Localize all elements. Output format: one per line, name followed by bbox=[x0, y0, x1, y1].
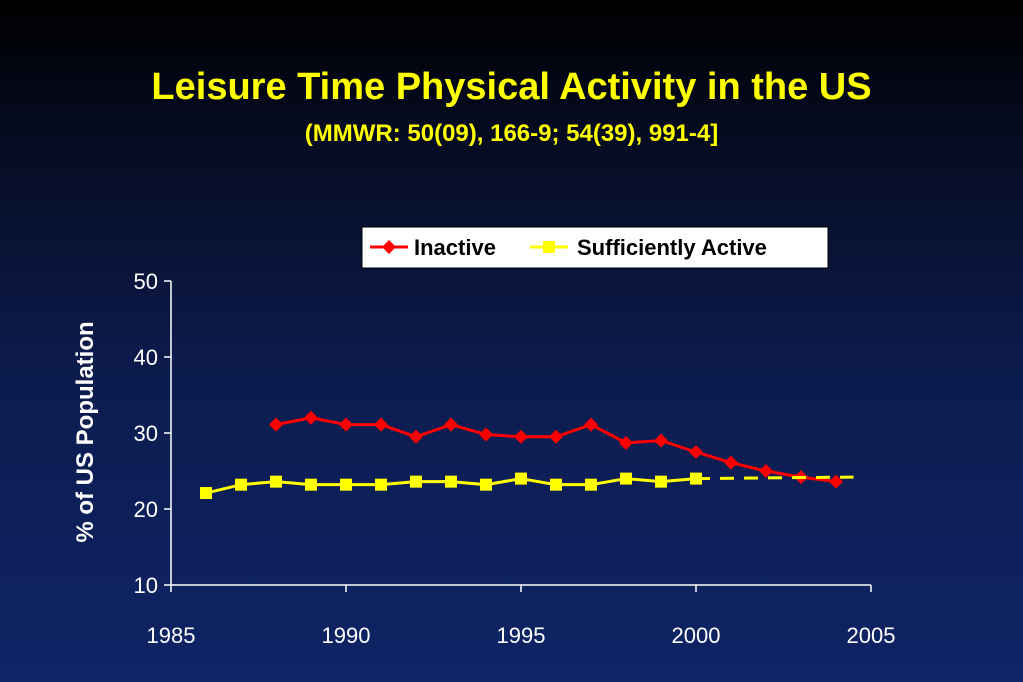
y-tick-label: 30 bbox=[134, 421, 158, 446]
data-point bbox=[655, 475, 667, 488]
data-point bbox=[584, 417, 598, 432]
data-point bbox=[269, 417, 283, 432]
series-inactive bbox=[269, 410, 843, 489]
data-point bbox=[515, 472, 527, 485]
y-tick-label: 50 bbox=[134, 269, 158, 294]
x-tick-label: 1995 bbox=[497, 623, 546, 648]
axes: 10 20 30 40 50 1985 1990 1995 2000 2005 bbox=[134, 269, 896, 648]
legend-box bbox=[361, 226, 829, 269]
data-point bbox=[374, 417, 388, 432]
data-point bbox=[480, 478, 492, 491]
x-tick-label: 1990 bbox=[322, 623, 371, 648]
series-sufficiently-active bbox=[200, 472, 854, 500]
x-tick-label: 2005 bbox=[847, 623, 896, 648]
data-point bbox=[339, 417, 353, 432]
data-point bbox=[270, 475, 282, 488]
data-point bbox=[305, 478, 317, 491]
data-point bbox=[375, 478, 387, 491]
legend-swatch-marker bbox=[543, 241, 555, 253]
data-point bbox=[200, 487, 212, 500]
y-tick-label: 40 bbox=[134, 345, 158, 370]
data-point bbox=[410, 475, 422, 488]
data-point bbox=[550, 478, 562, 491]
data-point bbox=[689, 445, 703, 459]
data-point bbox=[340, 478, 352, 491]
series-inactive-line bbox=[275, 416, 837, 484]
data-point bbox=[514, 429, 528, 444]
data-point bbox=[585, 478, 597, 491]
data-point bbox=[304, 410, 318, 425]
chart-subtitle: (MMWR: 50(09), 166-9; 54(39), 991-4] bbox=[304, 120, 719, 147]
series-sufficiently-active-projection bbox=[695, 475, 854, 481]
data-point bbox=[654, 433, 668, 448]
data-point bbox=[619, 435, 633, 450]
data-point bbox=[445, 475, 457, 488]
x-tick-label: 2000 bbox=[672, 623, 721, 648]
data-point bbox=[724, 455, 738, 470]
legend: Inactive Sufficiently Active bbox=[361, 226, 829, 269]
x-tick-label: 1985 bbox=[147, 623, 196, 648]
data-point bbox=[759, 464, 773, 478]
data-point bbox=[549, 429, 563, 444]
y-axis-title: % of US Population bbox=[72, 321, 99, 542]
y-tick-label: 10 bbox=[134, 573, 158, 598]
data-point bbox=[620, 472, 632, 485]
legend-label: Inactive bbox=[414, 235, 496, 260]
legend-swatch-marker bbox=[382, 240, 396, 254]
data-point bbox=[690, 472, 702, 485]
series-layer bbox=[200, 410, 854, 500]
data-point bbox=[829, 474, 843, 489]
data-point bbox=[409, 429, 423, 444]
y-tick-label: 20 bbox=[134, 497, 158, 522]
data-point bbox=[235, 478, 247, 491]
data-point bbox=[479, 427, 493, 442]
data-point bbox=[444, 417, 458, 432]
legend-label: Sufficiently Active bbox=[577, 235, 767, 260]
chart-title: Leisure Time Physical Activity in the US bbox=[151, 66, 872, 108]
